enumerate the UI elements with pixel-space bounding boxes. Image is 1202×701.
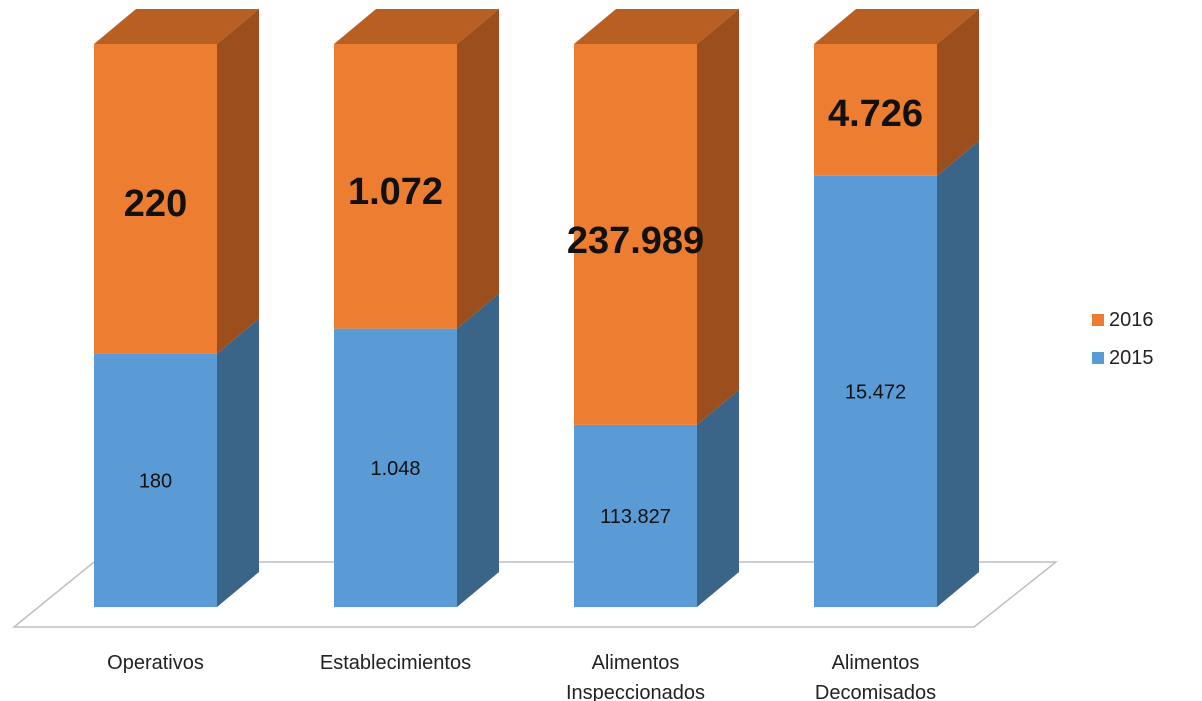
bar-stack-2 (574, 9, 739, 607)
category-label: Inspeccionados (566, 682, 705, 701)
legend-swatch-2016 (1092, 314, 1104, 326)
bar-stack-3 (814, 9, 979, 608)
bar-2016-front (814, 44, 937, 176)
bar-2016-front (334, 44, 457, 329)
legend: 2016 2015 (1092, 301, 1154, 377)
data-label-2015: 180 (139, 470, 172, 492)
category-label: Alimentos (592, 652, 680, 674)
data-label-2015: 15.472 (845, 381, 906, 403)
bar-2016-side (937, 9, 979, 176)
bar-2016-side (697, 9, 739, 425)
category-label: Decomisados (815, 682, 936, 701)
data-label-2016: 4.726 (828, 93, 923, 135)
data-label-2015: 1.048 (370, 458, 420, 480)
bar-2016-front (574, 44, 697, 425)
bar-2015-side (457, 293, 499, 607)
bar-stack-0 (94, 9, 259, 607)
data-label-2016: 220 (124, 183, 187, 225)
chart-floor (11, 561, 1059, 628)
legend-swatch-2015 (1092, 352, 1104, 364)
category-label: Establecimientos (320, 652, 471, 674)
bar-2016-top (94, 9, 259, 44)
bar-2015-side (937, 140, 979, 608)
bar-2016-top (814, 9, 979, 44)
bar-2015-front (814, 175, 937, 608)
legend-label-2016: 2016 (1109, 308, 1154, 331)
bar-2016-top (334, 9, 499, 44)
bar-2015-front (334, 328, 457, 607)
category-label: Alimentos (832, 652, 920, 674)
bar-2016-side (217, 9, 259, 354)
bar-2015-front (574, 424, 697, 607)
data-label-2016: 1.072 (348, 171, 443, 213)
data-label-2015: 113.827 (600, 506, 671, 528)
bar-2016-top (574, 9, 739, 44)
bar-2015-front (94, 353, 217, 607)
category-label: Operativos (107, 652, 204, 674)
bar-2016-front (94, 44, 217, 354)
legend-item-2015: 2015 (1092, 339, 1154, 377)
bar-stack-1 (334, 9, 499, 607)
category-labels: Operativos Establecimientos Alimentos Inspe… (107, 652, 936, 701)
data-label-2016: 237.989 (567, 220, 704, 262)
bar-2015-side (697, 389, 739, 607)
legend-item-2016: 2016 (1092, 301, 1154, 339)
bar-2015-side (217, 318, 259, 607)
bars-group: 180 220 1.048 1.072 113.827 237.989 15.472 4.72… (94, 9, 979, 608)
legend-label-2015: 2015 (1109, 346, 1154, 369)
bar-2016-side (457, 9, 499, 329)
